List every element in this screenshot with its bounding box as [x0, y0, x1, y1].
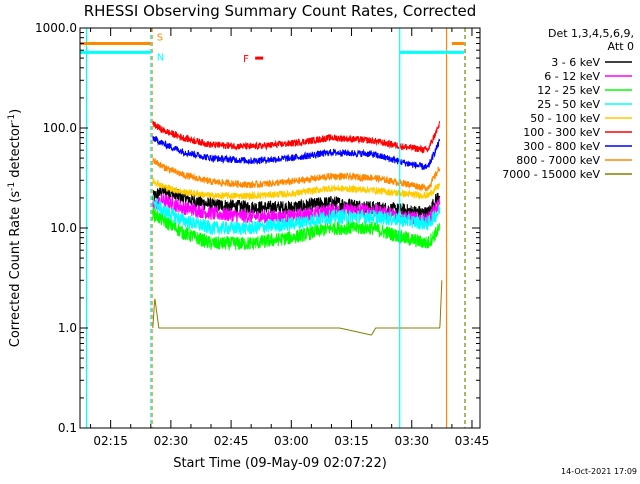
- chart-title: RHESSI Observing Summary Count Rates, Co…: [84, 2, 477, 20]
- series-line-8: [152, 280, 443, 336]
- y-axis-label-mid: detector: [8, 122, 23, 182]
- plot-data-group: [152, 120, 443, 336]
- legend-label-5: 100 - 300 keV: [523, 126, 600, 139]
- x-tick-label-0: 02:15: [93, 434, 128, 448]
- y-tick-label-4: 1000.0: [35, 21, 77, 35]
- legend-header-line2: Att 0: [608, 40, 634, 53]
- y-tick-label-3: 100.0: [43, 121, 77, 135]
- flag-S-label: S: [157, 32, 163, 43]
- y-axis-label-main: Corrected Count Rate (s: [8, 191, 23, 348]
- series-line-2: [152, 207, 441, 251]
- x-tick-label-1: 02:30: [154, 434, 189, 448]
- x-tick-label-6: 03:45: [455, 434, 490, 448]
- legend-header-line1: Det 1,3,4,5,6,9,: [548, 27, 634, 40]
- y-axis-label-sup1: -1: [7, 182, 17, 191]
- axis-ticks: 0.1 1.0 10.0 100.0 1000.0 02:15 02:30 02:45 03:0…: [35, 21, 489, 448]
- y-axis-label: Corrected Count Rate (s-1 detector-1): [7, 109, 23, 347]
- x-tick-label-2: 02:45: [214, 434, 249, 448]
- series-line-4: [152, 177, 441, 201]
- legend-label-8: 7000 - 15000 keV: [502, 168, 600, 181]
- series-line-5: [152, 120, 441, 154]
- legend-label-6: 300 - 800 keV: [523, 140, 600, 153]
- y-tick-label-1: 1.0: [58, 321, 77, 335]
- legend-label-2: 12 - 25 keV: [537, 84, 600, 97]
- legend-label-4: 50 - 100 keV: [530, 112, 600, 125]
- y-tick-label-2: 10.0: [50, 221, 77, 235]
- flag-F-label: F: [243, 54, 249, 65]
- x-axis-label: Start Time (09-May-09 02:07:22): [173, 456, 387, 471]
- x-tick-label-4: 03:15: [334, 434, 369, 448]
- x-tick-label-3: 03:00: [274, 434, 309, 448]
- y-axis-label-end: ): [8, 109, 23, 114]
- x-tick-label-5: 03:30: [394, 434, 429, 448]
- series-line-3: [152, 194, 441, 236]
- y-tick-label-0: 0.1: [58, 421, 77, 435]
- legend-label-3: 25 - 50 keV: [537, 98, 600, 111]
- series-line-7: [152, 158, 441, 192]
- flag-N-label: N: [157, 52, 164, 63]
- series-line-6: [152, 136, 441, 170]
- footer-timestamp: 14-Oct-2021 17:09: [561, 467, 637, 476]
- legend-label-7: 800 - 7000 keV: [516, 154, 600, 167]
- legend-label-1: 6 - 12 keV: [544, 70, 600, 83]
- y-axis-label-sup2: -1: [7, 114, 17, 123]
- legend-label-0: 3 - 6 keV: [551, 56, 600, 69]
